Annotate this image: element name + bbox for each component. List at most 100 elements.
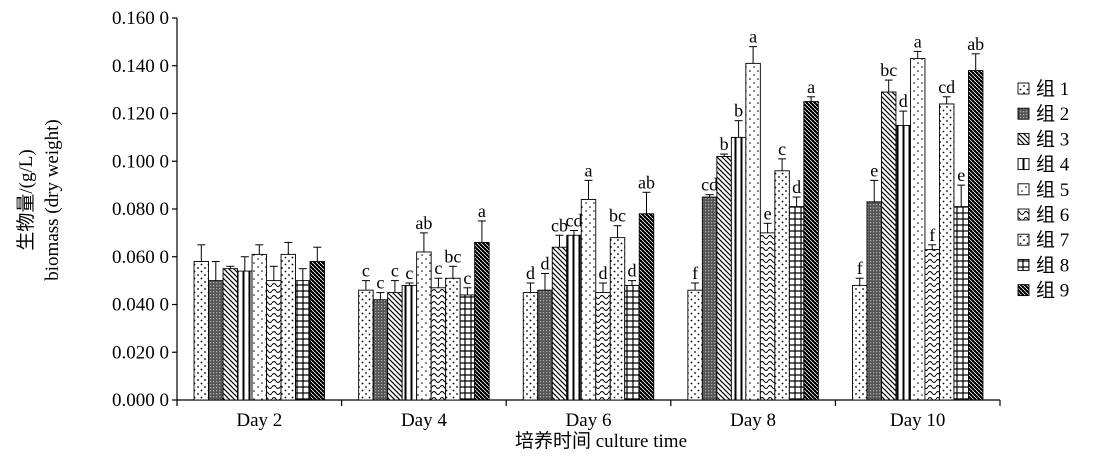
y-axis-title-en: biomass (dry weight) — [42, 119, 63, 280]
y-tick-label: 0.140 0 — [112, 56, 169, 77]
bar — [701, 196, 718, 401]
bar — [968, 70, 984, 401]
bar — [295, 280, 311, 401]
significance-label: cd — [938, 77, 955, 97]
significance-label: d — [599, 263, 608, 283]
y-tick-label: 0.100 0 — [112, 151, 169, 172]
legend-swatch — [1017, 258, 1030, 271]
y-tick-label: 0.080 0 — [112, 199, 169, 220]
bar — [222, 268, 239, 401]
legend-label: 组 1 — [1036, 78, 1069, 100]
significance-label: ab — [967, 34, 984, 54]
legend-label: 组 8 — [1036, 254, 1069, 276]
y-tick-label: 0.060 0 — [112, 247, 169, 268]
y-tick-label: 0.160 0 — [112, 8, 169, 29]
bar — [774, 170, 790, 401]
bar — [401, 284, 418, 401]
significance-label: a — [807, 77, 815, 97]
bar — [522, 292, 539, 401]
significance-label: b — [734, 101, 743, 121]
legend-label: 组 3 — [1036, 128, 1069, 150]
significance-label: c — [405, 263, 413, 283]
legend-swatch — [1017, 183, 1030, 196]
bar — [910, 58, 926, 401]
legend: 组 1 组 2 组 3 组 4 组 5 组 6 组 7 组 8 组 9 — [1017, 78, 1070, 302]
bar — [566, 234, 582, 401]
x-tick-label: Day 4 — [401, 410, 447, 431]
bar — [852, 284, 868, 401]
significance-label: f — [929, 225, 935, 245]
bar — [266, 280, 282, 401]
significance-label: c — [463, 268, 471, 288]
significance-label: d — [792, 177, 801, 197]
significance-label: bc — [880, 60, 897, 80]
bar — [208, 280, 224, 401]
significance-label: c — [376, 273, 384, 293]
significance-label: a — [478, 201, 486, 221]
significance-label: c — [778, 139, 786, 159]
bar — [788, 206, 805, 401]
bar — [595, 292, 611, 401]
legend-label: 组 9 — [1036, 280, 1069, 302]
significance-label: f — [692, 263, 698, 283]
significance-label: f — [857, 258, 863, 278]
bar — [924, 249, 940, 401]
significance-label: a — [585, 160, 593, 180]
bar — [537, 289, 553, 401]
bar — [803, 101, 819, 401]
x-tick-label: Day 10 — [890, 410, 945, 431]
y-tick-label: 0.020 0 — [112, 342, 169, 363]
legend-swatch — [1017, 284, 1030, 297]
legend-swatch — [1017, 208, 1030, 221]
y-tick-label: 0.040 0 — [112, 295, 169, 316]
significance-label: cb — [551, 215, 568, 235]
bar — [445, 277, 461, 401]
bar — [280, 253, 296, 401]
legend-swatch — [1017, 233, 1030, 246]
significance-label: e — [870, 160, 878, 180]
legend-swatch — [1017, 158, 1030, 171]
significance-label: d — [526, 263, 535, 283]
significance-label: e — [764, 203, 772, 223]
legend-label: 组 6 — [1036, 204, 1069, 226]
significance-label: cd — [701, 175, 718, 195]
legend-swatch — [1017, 82, 1030, 95]
significance-label: a — [749, 27, 757, 47]
significance-label: d — [541, 253, 550, 273]
bar — [759, 232, 776, 401]
significance-label: c — [391, 261, 399, 281]
bar — [430, 287, 447, 401]
x-tick-label: Day 6 — [566, 410, 612, 431]
x-tick-label: Day 8 — [730, 410, 776, 431]
bar — [416, 251, 432, 401]
y-axis-title-cn: 生物量/(g/L) — [15, 149, 37, 250]
bar — [580, 198, 597, 401]
significance-label: ab — [415, 213, 432, 233]
bar — [609, 237, 626, 401]
bar — [895, 124, 911, 401]
bar — [881, 91, 897, 401]
bar — [193, 261, 210, 401]
bar — [474, 241, 490, 401]
x-axis: Day 2 Day 4 Day 6 Day 8 Day 10 — [176, 399, 1001, 431]
legend-label: 组 4 — [1036, 154, 1070, 176]
bar — [251, 253, 268, 401]
bar — [638, 213, 655, 401]
legend-label: 组 2 — [1036, 103, 1069, 125]
y-tick-label: 0.000 0 — [112, 390, 169, 411]
bar — [730, 136, 747, 401]
bar — [358, 289, 374, 401]
bar — [866, 201, 882, 401]
bar — [237, 270, 253, 401]
legend-label: 组 7 — [1036, 229, 1069, 251]
bar — [745, 62, 761, 401]
bar — [624, 284, 640, 401]
significance-label: ab — [638, 172, 655, 192]
bar — [387, 292, 403, 401]
y-tick-label: 0.120 0 — [112, 104, 169, 125]
significance-label: bc — [609, 206, 626, 226]
x-tick-label: Day 2 — [236, 410, 282, 431]
legend-label: 组 5 — [1036, 179, 1069, 201]
